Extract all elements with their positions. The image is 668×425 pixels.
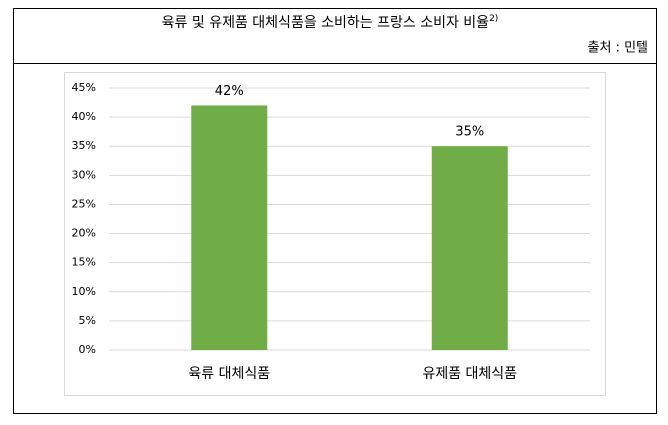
y-tick-label: 25% [72, 197, 96, 210]
x-tick-label: 육류 대체식품 [188, 366, 270, 382]
y-tick-label: 5% [79, 314, 96, 327]
y-tick-label: 10% [72, 285, 96, 298]
data-label: 42% [215, 84, 244, 99]
data-label: 35% [455, 125, 484, 140]
chart-frame [64, 72, 606, 396]
title-note: 2) [489, 14, 498, 24]
chart-title: 육류 및 유제품 대체식품을 소비하는 프랑스 소비자 비율2) [162, 14, 499, 32]
y-tick-label: 30% [72, 168, 96, 181]
y-tick-label: 40% [72, 110, 96, 123]
y-tick-label: 45% [72, 81, 96, 94]
x-tick-label: 유제품 대체식품 [422, 366, 517, 382]
y-tick-label: 20% [72, 227, 96, 240]
outer-frame [13, 8, 657, 414]
title-text: 육류 및 유제품 대체식품을 소비하는 프랑스 소비자 비율 [162, 15, 490, 31]
bar [191, 105, 268, 350]
y-tick-label: 0% [79, 343, 96, 356]
y-tick-label: 15% [72, 256, 96, 269]
y-tick-label: 35% [72, 139, 96, 152]
source: 출처 : 민텔 [588, 41, 649, 56]
bar [431, 146, 508, 350]
